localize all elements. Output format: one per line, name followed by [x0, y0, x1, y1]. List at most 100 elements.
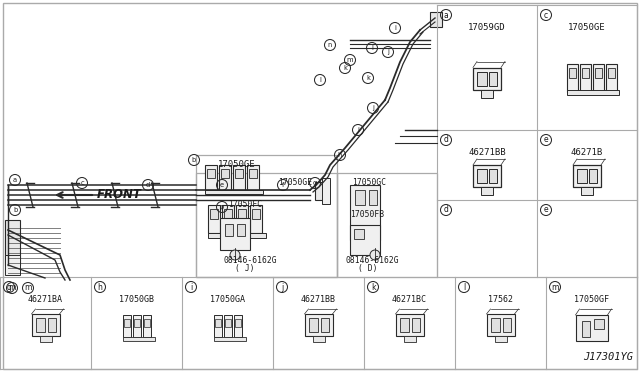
- Bar: [122, 337, 154, 341]
- Text: 46271BB: 46271BB: [301, 295, 336, 304]
- Bar: [490, 318, 499, 332]
- Text: ( D): ( D): [358, 264, 378, 273]
- Bar: [143, 319, 150, 327]
- Bar: [124, 319, 129, 327]
- Bar: [315, 182, 325, 200]
- Text: 08146-6162G: 08146-6162G: [224, 256, 278, 265]
- Text: m: m: [551, 282, 559, 292]
- Bar: [608, 67, 615, 77]
- Text: n: n: [328, 42, 332, 48]
- Bar: [35, 318, 45, 332]
- Bar: [207, 169, 215, 178]
- Bar: [31, 314, 60, 336]
- Bar: [355, 190, 365, 205]
- Bar: [350, 225, 380, 255]
- Bar: [224, 209, 232, 219]
- Text: j: j: [387, 49, 389, 55]
- Bar: [567, 64, 578, 92]
- Bar: [403, 336, 415, 342]
- Bar: [205, 190, 263, 194]
- Bar: [577, 169, 587, 183]
- Bar: [238, 209, 246, 219]
- Bar: [481, 90, 493, 97]
- Bar: [595, 67, 602, 77]
- Bar: [122, 315, 131, 337]
- Text: 17050GB: 17050GB: [119, 295, 154, 304]
- Bar: [223, 315, 232, 337]
- Bar: [250, 205, 262, 233]
- Bar: [477, 71, 487, 86]
- Bar: [396, 314, 424, 336]
- Bar: [354, 229, 364, 239]
- Text: g: g: [313, 180, 317, 186]
- Bar: [473, 67, 501, 90]
- Text: 17050GA: 17050GA: [210, 295, 245, 304]
- Bar: [369, 190, 377, 205]
- Text: e: e: [544, 205, 548, 215]
- Text: h: h: [97, 282, 102, 292]
- Circle shape: [230, 250, 240, 260]
- Bar: [581, 187, 593, 195]
- Bar: [214, 337, 246, 341]
- Bar: [225, 224, 233, 236]
- Text: d: d: [444, 135, 449, 144]
- Text: 17050FB: 17050FB: [350, 210, 384, 219]
- Text: e: e: [220, 182, 224, 188]
- Text: f: f: [282, 182, 284, 188]
- Bar: [143, 315, 150, 337]
- Text: b: b: [192, 157, 196, 163]
- Text: m: m: [8, 283, 16, 292]
- Text: 17050GE: 17050GE: [568, 23, 606, 32]
- Bar: [412, 318, 419, 332]
- Text: FRONT: FRONT: [97, 189, 142, 202]
- Text: 17059GD: 17059GD: [468, 23, 506, 32]
- Text: d: d: [444, 205, 449, 215]
- Bar: [305, 314, 333, 336]
- Text: e: e: [544, 135, 548, 144]
- Bar: [580, 64, 591, 92]
- Bar: [589, 169, 597, 183]
- Bar: [235, 169, 243, 178]
- Bar: [205, 165, 217, 190]
- Bar: [606, 64, 617, 92]
- Text: p: p: [220, 204, 224, 210]
- Text: 08146-6162G: 08146-6162G: [346, 256, 399, 265]
- Bar: [5, 220, 20, 265]
- Text: c: c: [80, 180, 84, 186]
- Bar: [312, 336, 324, 342]
- Bar: [249, 169, 257, 178]
- Bar: [321, 318, 328, 332]
- Text: 17050GC: 17050GC: [352, 178, 386, 187]
- Bar: [134, 319, 140, 327]
- Bar: [473, 165, 501, 187]
- Text: j: j: [281, 282, 283, 292]
- Bar: [221, 169, 229, 178]
- Text: 46271BA: 46271BA: [28, 295, 63, 304]
- Bar: [593, 64, 604, 92]
- Text: k: k: [343, 65, 347, 71]
- Bar: [132, 315, 141, 337]
- Bar: [40, 336, 51, 342]
- Text: i: i: [394, 25, 396, 31]
- Bar: [477, 169, 487, 183]
- Text: ( J): ( J): [235, 264, 255, 273]
- Bar: [237, 224, 245, 236]
- Text: g: g: [6, 282, 12, 292]
- Text: c: c: [544, 10, 548, 19]
- Text: 17050GE: 17050GE: [218, 160, 256, 169]
- Bar: [47, 318, 56, 332]
- Bar: [502, 318, 511, 332]
- Bar: [196, 173, 337, 277]
- Text: l: l: [371, 45, 373, 51]
- Text: i: i: [190, 282, 192, 292]
- Text: m: m: [24, 283, 32, 292]
- Bar: [214, 319, 221, 327]
- Text: j: j: [372, 105, 374, 111]
- Text: 17050GE: 17050GE: [278, 178, 312, 187]
- Text: l: l: [463, 282, 465, 292]
- Text: a: a: [13, 177, 17, 183]
- Text: h: h: [338, 152, 342, 158]
- Bar: [337, 173, 437, 277]
- Text: l: l: [319, 77, 321, 83]
- Text: d: d: [146, 182, 150, 188]
